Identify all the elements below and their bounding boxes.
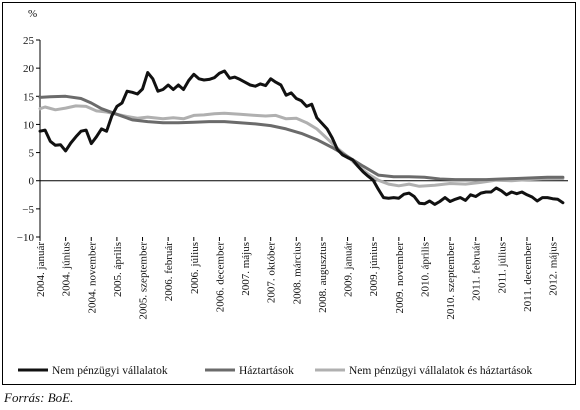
legend-label: Nem pénzügyi vállalatok <box>52 365 168 377</box>
series-line-0 <box>38 69 565 206</box>
series-line-1 <box>38 94 565 182</box>
y-tick-label: 0 <box>29 176 35 188</box>
x-tick-label: 2006. július <box>189 242 201 294</box>
legend-label: Háztartások <box>239 365 294 377</box>
x-tick-label: 2005. szeptember <box>138 242 150 320</box>
y-axis-label: % <box>28 8 37 20</box>
series-line-2 <box>38 104 565 188</box>
x-tick-label: 2004. június <box>61 242 73 296</box>
x-tick-label: 2009. november <box>394 242 406 314</box>
x-tick-label: 2008. március <box>291 242 303 304</box>
y-tick-label: 15 <box>23 91 35 103</box>
x-tick-label: 2011. július <box>496 242 508 294</box>
x-tick-label: 2004. november <box>86 242 98 314</box>
y-tick-label: −5 <box>22 204 34 216</box>
x-tick-label: 2009. június <box>368 242 380 296</box>
x-tick-label: 2010. április <box>419 242 431 297</box>
x-tick-label: 2007. május <box>240 242 252 296</box>
x-tick-label: 2011. február <box>471 242 483 301</box>
x-tick-label: 2008. augusztus <box>317 242 329 313</box>
y-tick-label: 5 <box>29 148 35 160</box>
chart-frame <box>2 2 576 385</box>
x-tick-label: 2004. január <box>35 242 47 297</box>
source-note: Forrás: BoE. <box>4 390 74 405</box>
x-tick-label: 2010. szeptember <box>445 242 457 320</box>
y-tick-label: 25 <box>23 35 35 47</box>
y-tick-label: 10 <box>23 119 35 131</box>
x-tick-label: 2005. április <box>112 242 124 297</box>
x-tick-label: 2009. január <box>343 242 355 297</box>
x-tick-label: 2006. február <box>163 242 175 302</box>
x-tick-label: 2006. december <box>214 242 226 313</box>
y-tick-label: 20 <box>23 63 35 75</box>
x-tick-label: 2007. október <box>266 242 278 303</box>
x-tick-label: 2012. május <box>548 242 560 296</box>
y-tick-label: −10 <box>17 232 35 244</box>
x-tick-label: 2011. december <box>522 242 534 312</box>
legend-label: Nem pénzügyi vállalatok és háztartások <box>349 365 533 377</box>
